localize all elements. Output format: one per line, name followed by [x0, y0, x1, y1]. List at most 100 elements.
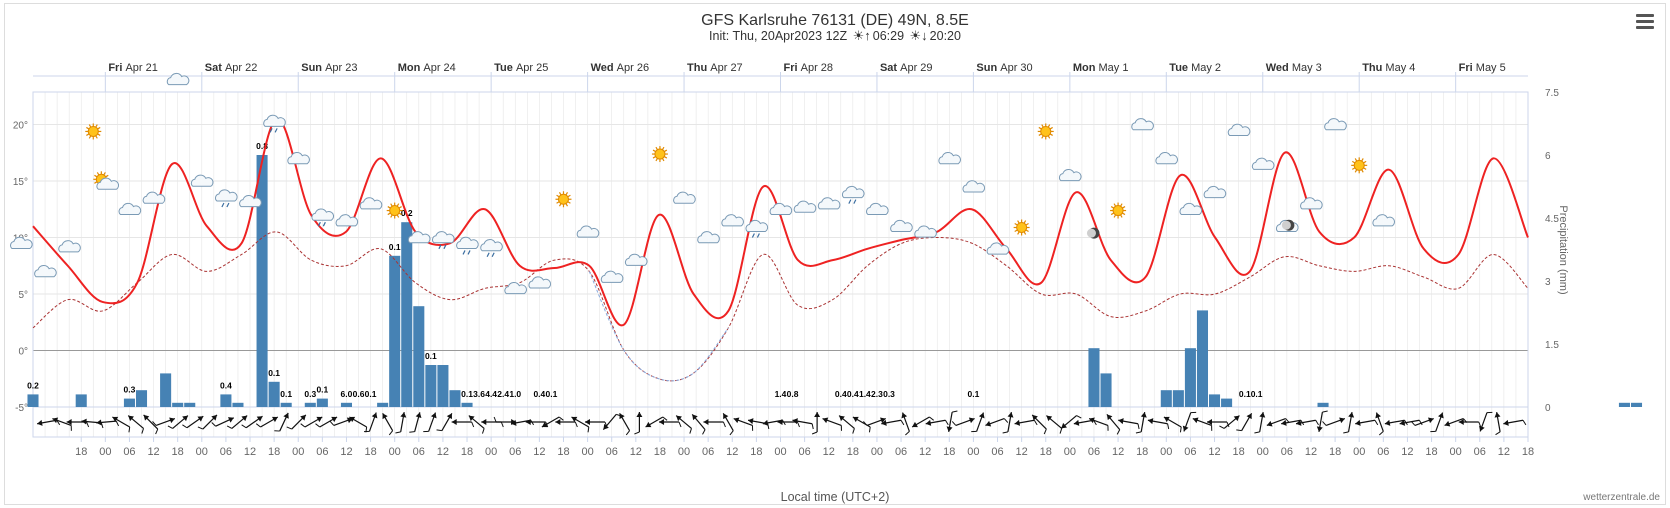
- wind-barb: [182, 415, 204, 429]
- precipitation-bar: [1160, 390, 1172, 407]
- cloud-shape: [721, 214, 744, 227]
- x-tick-label: 18: [654, 446, 666, 458]
- wind-arrow-head: [839, 415, 845, 422]
- cloud-icon: [528, 276, 552, 289]
- date-label: Sat Apr 22: [205, 62, 258, 74]
- cloud-icon: [10, 236, 33, 249]
- sun-cloud-rain-icon: [93, 171, 120, 190]
- cloud-icon: [1131, 118, 1154, 131]
- rain-drop: [274, 128, 278, 133]
- cloud-icon: [986, 242, 1010, 255]
- cloud-icon: [1179, 202, 1203, 216]
- wind-barb: [691, 413, 706, 435]
- wind-barb: [382, 413, 394, 436]
- wind-arrow-head: [1206, 419, 1212, 426]
- wind-barb: [1343, 412, 1355, 434]
- wind-barb: [409, 412, 422, 433]
- sun-icon: [85, 123, 102, 140]
- wind-arrow-head: [227, 417, 234, 423]
- precipitation-bar: [1172, 390, 1184, 407]
- precipitation-data-label: 1.4: [775, 389, 787, 399]
- moon-light: [1086, 228, 1096, 238]
- wind-arrow-head: [901, 412, 908, 419]
- precipitation-bar: [232, 402, 244, 407]
- date-label: Sat Apr 29: [880, 62, 933, 74]
- x-tick-label: 06: [991, 446, 1003, 458]
- precipitation-bar: [401, 222, 413, 407]
- wind-arrow-head: [1479, 425, 1485, 432]
- wind-feather: [722, 421, 726, 428]
- wind-feather: [1211, 425, 1213, 431]
- precipitation-bar: [1221, 398, 1233, 407]
- wind-barb: [1479, 411, 1493, 432]
- wind-barb: [901, 412, 910, 436]
- x-tick-label: 06: [123, 446, 135, 458]
- cloud-shape: [890, 219, 913, 232]
- x-tick-label: 00: [967, 446, 979, 458]
- wind-arrow-head: [1163, 416, 1170, 423]
- wind-arrow-head: [1061, 422, 1067, 429]
- cloud-shape: [480, 239, 503, 252]
- hamburger-menu-icon[interactable]: [1636, 14, 1654, 30]
- x-tick-label: 18: [461, 446, 473, 458]
- x-tick-label: 06: [798, 446, 810, 458]
- wind-barb: [1147, 418, 1170, 430]
- cloud-shape: [528, 276, 552, 289]
- wind-arrow-head: [880, 417, 886, 424]
- x-tick-label: 12: [437, 446, 449, 458]
- sun-ray: [398, 212, 402, 216]
- wind-barb: [645, 416, 668, 428]
- cloud-rain-icon: [480, 239, 503, 257]
- cloud-icon: [34, 265, 57, 278]
- date-axis: Fri Apr 21 Sat Apr 22 Sun Apr 23 Mon Apr 24…: [33, 62, 1528, 92]
- wind-arrow-head: [733, 417, 740, 424]
- wind-arrow-head: [283, 412, 289, 419]
- wind-feather: [574, 421, 578, 428]
- wind-arrow-head: [1384, 419, 1391, 426]
- wind-barb: [300, 416, 323, 428]
- precipitation-data-label: 0.1: [967, 389, 979, 399]
- wind-arrow-head: [1266, 420, 1273, 427]
- precipitation-bar: [135, 390, 148, 407]
- date-label: Tue Apr 25: [494, 62, 548, 74]
- precipitation-data-label: 0.8: [787, 389, 799, 399]
- wind-barb: [423, 412, 437, 433]
- wind-barb: [571, 416, 590, 433]
- wind-arrow-head: [1428, 417, 1434, 424]
- sun-icon: [651, 146, 668, 163]
- precipitation-data-label: 0.1: [268, 368, 280, 378]
- wind-arrow-head: [968, 417, 975, 424]
- x-tick-label: 18: [1329, 446, 1341, 458]
- date-label: Mon May 1: [1073, 62, 1129, 74]
- wind-feather: [1059, 428, 1063, 434]
- cloud-shape: [504, 282, 527, 295]
- wind-barb: [468, 415, 485, 434]
- precipitation-bar: [1630, 402, 1643, 407]
- wind-arrow-head: [1444, 420, 1451, 427]
- wind-arrow-head: [331, 416, 338, 423]
- x-tick-label: 12: [533, 446, 545, 458]
- cloud-shape: [962, 180, 986, 193]
- x-tick-label: 18: [1425, 446, 1437, 458]
- wind-feather: [155, 428, 159, 435]
- rain-drop: [221, 202, 225, 208]
- credits-link[interactable]: wetterzentrale.de: [1583, 492, 1660, 503]
- wind-arrow-head: [676, 415, 682, 422]
- wind-feather: [152, 421, 157, 426]
- weather-icons: [10, 72, 1396, 295]
- y-tick-label: 0°: [18, 347, 28, 358]
- wind-arrow-head: [748, 418, 754, 425]
- wind-arrow-head: [81, 418, 87, 425]
- wind-arrow-head: [1182, 425, 1189, 432]
- wind-feather: [1486, 411, 1493, 414]
- wind-arrow-head: [112, 416, 119, 423]
- wind-barb: [112, 416, 131, 433]
- wind-feather: [388, 430, 394, 436]
- wind-barb: [971, 412, 985, 433]
- cloud-icon: [866, 202, 889, 216]
- wind-feather: [945, 420, 949, 426]
- wind-arrow-head: [371, 412, 378, 419]
- precipitation-data-label: 1.0: [509, 389, 521, 399]
- precipitation-data-label: 0.4: [835, 389, 847, 399]
- precipitation-bar: [160, 373, 172, 407]
